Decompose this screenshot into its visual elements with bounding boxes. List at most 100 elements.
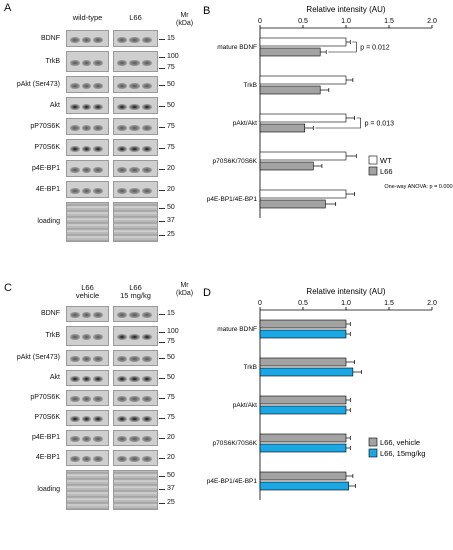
- blot-band: [93, 145, 103, 152]
- mr-tick: [159, 234, 165, 236]
- blot-lane: [113, 370, 158, 386]
- western-blot-panel-c: L66 vehicle L66 15 mg/kg Mr (kDa) BDNF 15 Trk…: [0, 280, 200, 550]
- blot-lane: [66, 181, 109, 198]
- blot-band: [70, 416, 80, 422]
- mr-tick: [159, 438, 165, 439]
- blot-band: [70, 59, 80, 66]
- panel-letter: D: [203, 287, 211, 299]
- blot-band: [129, 124, 140, 131]
- legend-swatch: [368, 448, 378, 458]
- blot-lane: [66, 430, 109, 446]
- blot-band: [70, 36, 80, 43]
- blot-band: [117, 436, 128, 442]
- blot-band: [70, 187, 80, 194]
- blot-band: [117, 334, 128, 340]
- blot-lane: [113, 76, 158, 93]
- mr-marker: 20: [167, 434, 175, 441]
- blot-band: [93, 436, 103, 442]
- blot-band: [117, 396, 128, 402]
- panel-letter-c: C: [4, 282, 12, 294]
- legend-label: L66, vehicle: [380, 438, 420, 447]
- blot-band: [117, 376, 128, 382]
- blot-band: [93, 356, 103, 362]
- blot-lane: [66, 51, 109, 72]
- lane-group-header: L66: [129, 13, 142, 22]
- blot-lane: [113, 430, 158, 446]
- blot-band: [70, 82, 80, 89]
- mr-marker: 15: [167, 34, 175, 42]
- blot-band: [70, 312, 80, 318]
- bar: [259, 443, 347, 453]
- blot-band: [81, 376, 92, 382]
- blot-band: [93, 187, 103, 194]
- blot-band: [117, 187, 128, 194]
- blot-lane: [66, 390, 109, 406]
- mr-marker: 75: [167, 338, 175, 345]
- blot-band: [93, 456, 103, 462]
- panel-letter: B: [203, 5, 210, 17]
- blot-band: [93, 82, 103, 89]
- blot-band: [129, 312, 140, 318]
- blot-band: [93, 166, 103, 173]
- blot-band: [117, 166, 128, 173]
- mr-marker: 50: [167, 354, 175, 361]
- mr-marker: 100: [167, 328, 179, 335]
- blot-band: [93, 376, 103, 382]
- mr-tick: [159, 502, 165, 504]
- blot-lane: [66, 370, 109, 386]
- x-tick-label: 1.5: [384, 300, 394, 307]
- mr-tick: [159, 105, 165, 107]
- blot-lane: [66, 306, 109, 322]
- mr-tick: [159, 458, 165, 459]
- blot-lane: [66, 410, 109, 426]
- blot-row-label: 4E-BP1: [35, 185, 60, 193]
- blot-band: [81, 436, 92, 442]
- category-label: mature BDNF: [217, 44, 257, 51]
- mr-tick: [159, 476, 165, 477]
- bar-chart-d: D Relative intensity (AU) 0 0.5 1.0 1.5 2.0 mat…: [203, 287, 437, 500]
- category-label: TrkB: [244, 82, 257, 89]
- blot-band: [141, 334, 152, 340]
- bar: [259, 357, 347, 367]
- blot-band: [117, 456, 128, 462]
- mr-marker: 20: [167, 454, 175, 461]
- blot-lane: [66, 118, 109, 135]
- blot-band: [141, 312, 152, 318]
- blot-lane: [113, 160, 158, 177]
- legend-label: L66: [380, 167, 393, 176]
- blot-band: [81, 312, 92, 318]
- blot-band: [93, 416, 103, 422]
- x-tick-label: 0: [258, 18, 262, 25]
- blot-band: [129, 59, 140, 66]
- blot-lane: [66, 326, 109, 346]
- blot-band: [117, 103, 128, 110]
- category-label: pAkt/Akt: [233, 120, 257, 127]
- mr-tick: [159, 489, 165, 491]
- bar: [259, 367, 354, 377]
- blot-band: [129, 145, 140, 152]
- p-value-label: p = 0.013: [365, 121, 394, 128]
- blot-band: [70, 334, 80, 340]
- bar: [259, 161, 314, 171]
- blot-band: [141, 396, 152, 402]
- bar: [259, 37, 347, 47]
- blot-band: [117, 356, 128, 362]
- category-label: p70S6K/70S6K: [213, 158, 258, 165]
- blot-band: [70, 376, 80, 382]
- blot-lane: [66, 450, 109, 466]
- mr-marker: 15: [167, 310, 175, 317]
- blot-band: [129, 82, 140, 89]
- legend-label: WT: [380, 156, 392, 165]
- mr-tick: [159, 378, 165, 379]
- chart-title: Relative intensity (AU): [306, 5, 385, 14]
- blot-lane: [66, 30, 109, 47]
- blot-band: [129, 356, 140, 362]
- mr-tick: [159, 189, 165, 191]
- blot-row-label: loading: [37, 218, 60, 225]
- blot-row-label: BDNF: [40, 310, 60, 317]
- blot-band: [70, 103, 80, 110]
- blot-band: [141, 36, 152, 43]
- panel-letter-a: A: [4, 2, 12, 14]
- mr-marker: 20: [167, 164, 175, 172]
- blot-row-label: P70S6K: [34, 143, 60, 151]
